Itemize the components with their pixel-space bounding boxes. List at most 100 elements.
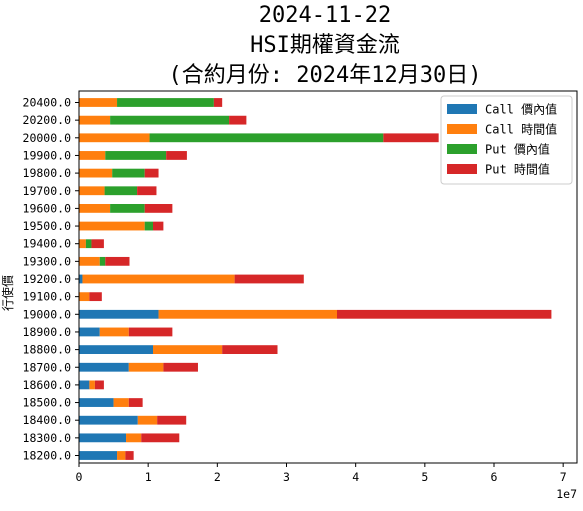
x-tick-label-4: 4 [352,470,359,484]
bar-19500.0-series-2 [144,221,154,231]
bar-20400.0-series-1 [79,98,118,107]
y-tick-label-19100.0: 19100.0 [23,290,72,304]
legend: Call 價內值 Call 時間值 Put 價內值 Put 時間值 [440,95,573,185]
bar-18700.0-series-0 [79,362,129,372]
plot-frame [78,90,578,464]
y-tick-label-18200.0: 18200.0 [23,449,72,463]
y-tick-label-19900.0: 19900.0 [23,148,72,162]
bar-19200.0-series-0 [79,274,83,284]
legend-label-3: Put 時間值 [485,162,550,177]
bar-19700.0-series-1 [79,186,105,196]
bar-18600.0-series-0 [79,380,90,390]
bar-19600.0-series-2 [110,204,145,213]
bar-19000.0-series-3 [336,309,552,319]
legend-label-0: Call 價內值 [485,102,557,117]
bar-18500.0-series-0 [79,398,114,407]
bar-19200.0-series-3 [234,274,304,284]
bar-19000.0-series-1 [158,309,337,319]
bar-18500.0-series-1 [113,398,129,407]
y-axis-title: 行使價 [0,275,15,311]
bar-19800.0-series-3 [144,168,159,178]
legend-swatch-1 [447,124,477,134]
x-tick-label-5: 5 [421,470,428,484]
bar-20200.0-series-2 [110,115,230,125]
bar-18500.0-series-3 [128,398,143,407]
bar-18600.0-series-3 [94,380,104,390]
bar-19400.0-series-2 [85,239,92,249]
bar-18700.0-series-3 [163,362,198,372]
bar-19900.0-series-1 [79,151,106,160]
legend-label-1: Call 時間值 [485,122,557,137]
chart-title-line-2: HSI期權資金流 [250,33,400,58]
bar-18800.0-series-3 [222,345,278,354]
bar-19100.0-series-3 [89,292,102,302]
x-tick-label-6: 6 [491,470,498,484]
bar-18900.0-series-1 [99,327,129,337]
bar-19700.0-series-3 [137,186,157,196]
chart-title-line-3: (合約月份: 2024年12月30日) [169,63,482,88]
bar-18400.0-series-0 [79,415,138,425]
y-tick-label-18900.0: 18900.0 [23,325,72,339]
bar-19300.0-series-1 [79,256,100,266]
bar-20000.0-series-2 [149,133,384,143]
bar-19800.0-series-1 [79,168,113,178]
chart-title: 2024-11-22 HSI期權資金流 (合約月份: 2024年12月30日) [169,3,482,88]
bars-layer [79,98,552,460]
bar-19600.0-series-1 [79,204,111,213]
bar-20400.0-series-3 [213,98,223,107]
bar-19400.0-series-1 [79,239,86,249]
bar-18300.0-series-0 [79,433,127,443]
x-tick-label-1: 1 [145,470,152,484]
bar-20200.0-series-3 [229,115,247,125]
y-tick-label-19600.0: 19600.0 [23,201,72,215]
bar-18700.0-series-1 [128,362,164,372]
y-tick-label-18600.0: 18600.0 [23,378,72,392]
y-tick-label-19000.0: 19000.0 [23,307,72,321]
chart-title-line-1: 2024-11-22 [259,3,391,28]
bar-18200.0-series-3 [125,451,134,460]
legend-label-2: Put 價內值 [485,142,550,157]
bar-18600.0-series-1 [89,380,95,390]
axes-layer: 18200.0 18300.0 18400.0 18500.0 18600.0 18700… [0,90,578,501]
bar-20400.0-series-2 [117,98,214,107]
bar-18900.0-series-3 [128,327,173,337]
bar-19300.0-series-2 [99,256,106,266]
x-offset-label: 1e7 [556,487,577,501]
y-tick-label-18400.0: 18400.0 [23,413,72,427]
bar-19000.0-series-0 [79,309,159,319]
y-tick-label-20000.0: 20000.0 [23,131,72,145]
bar-18300.0-series-1 [126,433,142,443]
y-tick-label-18700.0: 18700.0 [23,360,72,374]
bar-18800.0-series-0 [79,345,154,354]
bar-19900.0-series-2 [105,151,167,160]
legend-frame [440,95,573,185]
y-tick-label-19800.0: 19800.0 [23,166,72,180]
bar-20000.0-series-1 [79,133,150,143]
bar-19200.0-series-1 [82,274,235,284]
bar-18200.0-series-0 [79,451,118,460]
bar-18400.0-series-1 [137,415,158,425]
y-tick-label-19200.0: 19200.0 [23,272,72,286]
legend-swatch-3 [447,164,477,174]
y-tick-label-18800.0: 18800.0 [23,343,72,357]
bar-18400.0-series-3 [157,415,187,425]
x-tick-label-2: 2 [214,470,221,484]
y-tick-label-19300.0: 19300.0 [23,254,72,268]
bar-19300.0-series-3 [105,256,130,266]
bar-19600.0-series-3 [144,204,173,213]
bar-20200.0-series-1 [79,115,111,125]
y-tick-label-19700.0: 19700.0 [23,184,72,198]
bar-18300.0-series-3 [141,433,180,443]
bar-19500.0-series-1 [79,221,145,231]
bar-19500.0-series-3 [153,221,164,231]
bar-18800.0-series-1 [153,345,223,354]
bar-18200.0-series-1 [117,451,126,460]
y-tick-label-19400.0: 19400.0 [23,237,72,251]
y-tick-label-19500.0: 19500.0 [23,219,72,233]
y-tick-label-20200.0: 20200.0 [23,113,72,127]
x-tick-label-0: 0 [76,470,83,484]
bar-19900.0-series-3 [166,151,187,160]
bar-19400.0-series-3 [91,239,104,249]
